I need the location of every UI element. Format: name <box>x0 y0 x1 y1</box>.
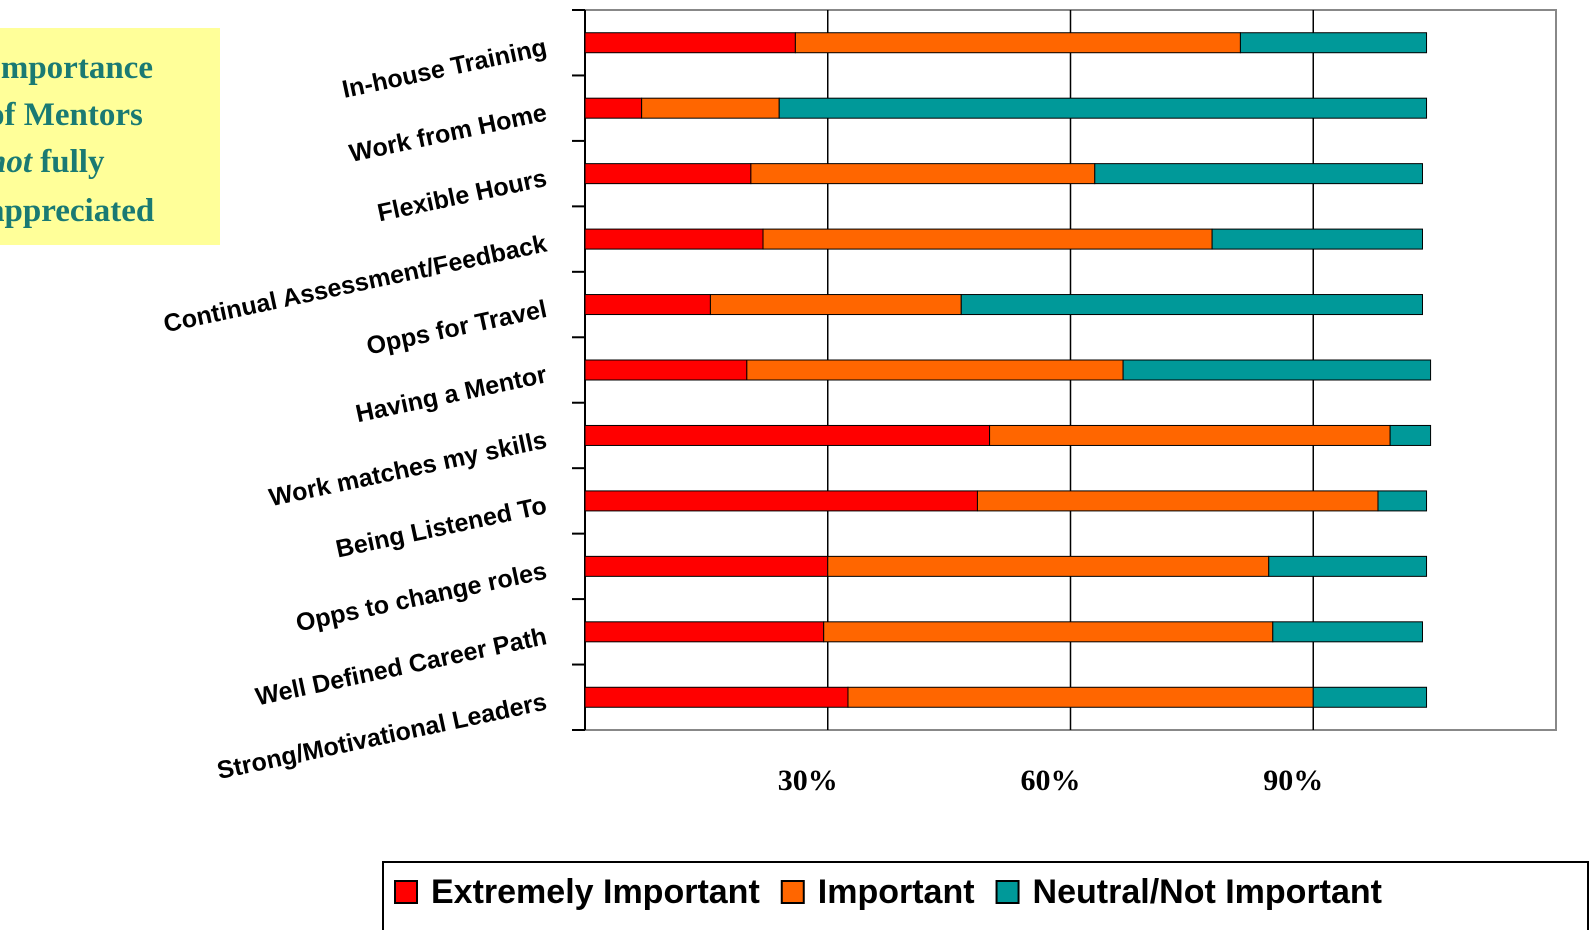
bar-segment <box>1211 228 1423 250</box>
bar-segment <box>1312 686 1428 708</box>
legend-label: Important <box>818 873 975 911</box>
bar-segment <box>1122 359 1432 381</box>
bar-segment <box>823 621 1274 643</box>
legend-swatch <box>394 880 418 904</box>
bar-segment <box>750 163 1096 185</box>
legend-swatch <box>995 880 1020 904</box>
bar-segment <box>584 359 748 381</box>
bar-segment <box>794 32 1241 54</box>
bar-segment <box>584 32 796 54</box>
bar-segment <box>1389 424 1432 446</box>
legend-label: Neutral/Not Important <box>1033 873 1382 911</box>
bar-segment <box>762 228 1213 250</box>
x-tick-label: 90% <box>1263 764 1323 797</box>
bar-segment <box>584 294 711 316</box>
bar-segment <box>960 294 1423 316</box>
category-label: Opps to change roles <box>293 557 549 638</box>
bar-segment <box>976 490 1379 512</box>
legend-box <box>382 861 1589 930</box>
legend-label: Extremely Important <box>431 873 760 911</box>
bar-segment <box>641 97 780 119</box>
bar-segment <box>827 555 1270 577</box>
bar-segment <box>584 228 764 250</box>
bar-segment <box>746 359 1124 381</box>
bar-segment <box>989 424 1391 446</box>
category-label: Being Listened To <box>333 491 549 563</box>
bar-segment <box>584 97 643 119</box>
bar-segment <box>584 686 849 708</box>
category-label: Work from Home <box>347 99 549 168</box>
bar-segment <box>1272 621 1423 643</box>
bar-segment <box>778 97 1428 119</box>
bar-segment <box>1268 555 1428 577</box>
annotation-word: fully <box>32 144 105 180</box>
bar-segment <box>584 424 991 446</box>
annotation-word: not <box>0 144 33 180</box>
annotation-line: appreciated <box>0 193 154 229</box>
annotation-line: Importance <box>0 50 153 86</box>
x-tick-label: 60% <box>1021 764 1081 797</box>
x-tick-label: 30% <box>778 764 838 797</box>
bar-segment <box>584 621 825 643</box>
annotation-line: of Mentors <box>0 97 143 133</box>
bar-segment <box>709 294 962 316</box>
category-label: Flexible Hours <box>375 164 549 227</box>
bar-segment <box>584 490 978 512</box>
bar-segment <box>1094 163 1423 185</box>
annotation-box <box>0 28 220 245</box>
bar-segment <box>584 555 829 577</box>
category-label: Opps for Travel <box>364 295 549 361</box>
annotation-line: not fully <box>0 144 105 180</box>
bar-segment <box>584 163 752 185</box>
bar-segment <box>847 686 1314 708</box>
bar-segment <box>1239 32 1428 54</box>
legend-swatch <box>780 880 805 904</box>
category-label: In-house Training <box>340 33 550 104</box>
category-label: Having a Mentor <box>353 360 549 428</box>
bar-segment <box>1377 490 1428 512</box>
